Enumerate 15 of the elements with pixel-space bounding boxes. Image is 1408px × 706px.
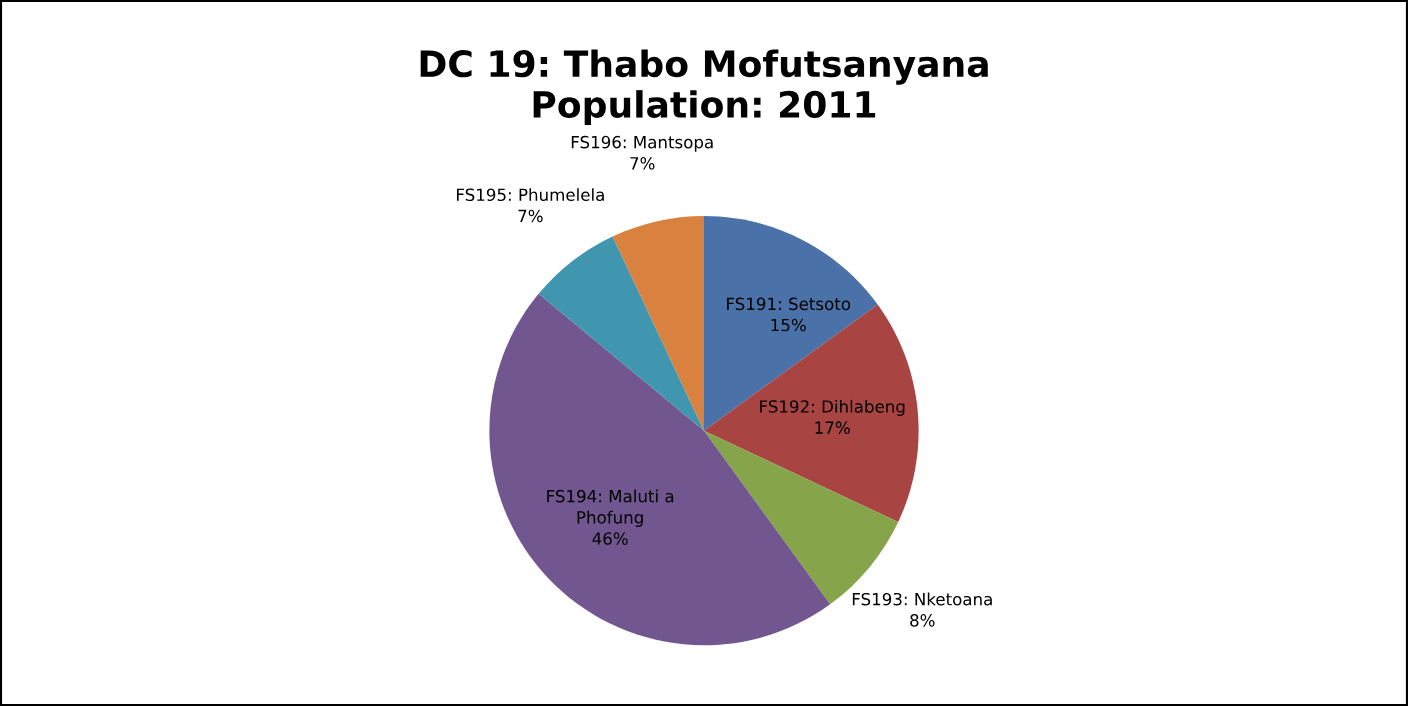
data-label: 17%	[815, 421, 850, 434]
slice-label: FS194: Maluti a Phofung	[547, 489, 674, 527]
slice-label: FS195: Phumelela	[457, 188, 604, 202]
pie-slice	[538, 236, 704, 431]
slice-label: FS191: Setsoto	[727, 297, 851, 311]
data-label: 7%	[518, 209, 543, 223]
slice-label: FS196: Mantsopa	[571, 135, 713, 152]
data-label: 46%	[592, 532, 628, 545]
slice-label: FS192: Dihlabeng	[760, 399, 905, 417]
data-label: 15%	[771, 318, 806, 332]
pie-slice	[612, 216, 704, 431]
chart-title: DC 19: Thabo Mofutsanyana Population: 2011	[420, 49, 988, 126]
data-label: 7%	[630, 157, 655, 170]
data-label: 8%	[910, 614, 935, 627]
slice-label: FS193: Nketoana	[852, 592, 992, 606]
